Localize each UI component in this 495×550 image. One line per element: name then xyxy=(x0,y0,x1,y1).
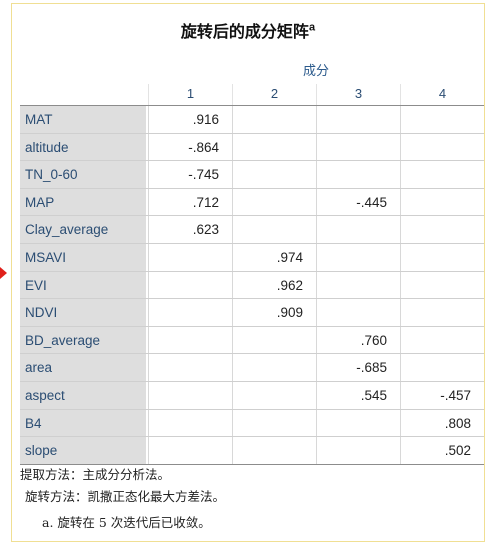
row-label: Clay_average xyxy=(20,216,146,243)
table-cell xyxy=(400,216,484,243)
table-cell xyxy=(316,299,400,326)
footnote-convergence: a. 旋转在 5 次迭代后已收敛。 xyxy=(42,515,211,530)
table-row: MAT .916 xyxy=(20,106,484,134)
table-cell: -.457 xyxy=(400,381,484,409)
row-label: B4 xyxy=(20,409,146,437)
row-label: TN_0-60 xyxy=(20,161,146,188)
table-row: B4 .808 xyxy=(20,409,484,438)
table-cell xyxy=(400,271,484,299)
output-table-frame[interactable]: 旋转后的成分矩阵a 成分 1 2 3 4 MAT .916 altitude -.86… xyxy=(11,3,485,542)
table-cell xyxy=(316,243,400,271)
row-label: MSAVI xyxy=(20,243,146,271)
table-row: slope .502 xyxy=(20,437,484,465)
component-matrix-table: MAT .916 altitude -.864 TN_0-60 -.745 MAP .712-… xyxy=(20,106,484,465)
column-header-row: 1 2 3 4 xyxy=(12,84,484,106)
table-cell xyxy=(400,161,484,188)
table-row: aspect .545 -.457 xyxy=(20,381,484,410)
table-cell xyxy=(148,243,232,271)
header-divider xyxy=(20,105,484,106)
footnote-rotation-method: 旋转方法：凯撒正态化最大方差法。 xyxy=(25,489,226,504)
table-cell xyxy=(400,299,484,326)
table-cell xyxy=(232,161,316,188)
table-cell xyxy=(148,437,232,464)
table-cell: .760 xyxy=(316,326,400,354)
table-cell xyxy=(232,409,316,437)
table-cell xyxy=(316,437,400,464)
column-header-1: 1 xyxy=(148,84,232,106)
table-cell: .545 xyxy=(316,381,400,409)
table-row: area -.685 xyxy=(20,354,484,382)
table-cell xyxy=(232,216,316,243)
table-cell xyxy=(148,381,232,409)
table-title: 旋转后的成分矩阵a xyxy=(12,18,484,42)
table-cell: -.745 xyxy=(148,161,232,188)
row-label: NDVI xyxy=(20,299,146,326)
table-cell: .962 xyxy=(232,271,316,299)
table-cell xyxy=(148,299,232,326)
table-cell xyxy=(400,354,484,381)
table-row: Clay_average .623 xyxy=(20,216,484,244)
table-cell xyxy=(316,106,400,133)
column-header-3: 3 xyxy=(316,84,400,106)
table-cell: .808 xyxy=(400,409,484,437)
table-cell xyxy=(316,409,400,437)
component-group-header: 成分 xyxy=(302,64,329,79)
table-title-text: 旋转后的成分矩阵 xyxy=(180,22,309,41)
table-row: TN_0-60 -.745 xyxy=(20,161,484,189)
row-label: MAP xyxy=(20,188,146,216)
table-cell xyxy=(232,381,316,409)
table-cell xyxy=(232,354,316,381)
row-label: area xyxy=(20,354,146,381)
table-cell: .916 xyxy=(148,106,232,133)
table-cell xyxy=(148,409,232,437)
table-cell: .712 xyxy=(148,188,232,216)
row-label: MAT xyxy=(20,106,146,133)
table-cell: -.445 xyxy=(316,188,400,216)
table-cell xyxy=(316,161,400,188)
title-footnote-marker: a xyxy=(308,21,316,34)
table-cell xyxy=(400,188,484,216)
table-cell xyxy=(148,354,232,381)
table-cell xyxy=(148,326,232,354)
table-cell: -.685 xyxy=(316,354,400,381)
table-cell xyxy=(316,133,400,161)
table-cell: .974 xyxy=(232,243,316,271)
table-cell xyxy=(232,106,316,133)
row-marker-arrow xyxy=(0,267,7,279)
table-cell: .909 xyxy=(232,299,316,326)
table-cell xyxy=(316,216,400,243)
row-label: altitude xyxy=(20,133,146,161)
table-cell: .502 xyxy=(400,437,484,464)
column-header-2: 2 xyxy=(232,84,316,106)
table-cell xyxy=(232,133,316,161)
table-cell xyxy=(316,271,400,299)
table-cell: .623 xyxy=(148,216,232,243)
table-cell xyxy=(232,437,316,464)
table-cell: -.864 xyxy=(148,133,232,161)
table-cell xyxy=(400,326,484,354)
table-cell xyxy=(400,133,484,161)
column-header-4: 4 xyxy=(400,84,484,106)
table-row: NDVI .909 xyxy=(20,299,484,327)
table-row: MAP .712 -.445 xyxy=(20,188,484,217)
table-row: BD_average .760 xyxy=(20,326,484,355)
table-cell xyxy=(232,326,316,354)
row-label: slope xyxy=(20,437,146,464)
table-row: EVI .962 xyxy=(20,271,484,300)
table-cell xyxy=(232,188,316,216)
table-cell xyxy=(400,106,484,133)
row-label: BD_average xyxy=(20,326,146,354)
table-row: altitude -.864 xyxy=(20,133,484,162)
footnote-extraction-method: 提取方法：主成分分析法。 xyxy=(20,467,171,482)
table-cell xyxy=(400,243,484,271)
table-cell xyxy=(148,271,232,299)
table-row: MSAVI .974 xyxy=(20,243,484,272)
row-label: EVI xyxy=(20,271,146,299)
row-label: aspect xyxy=(20,381,146,409)
